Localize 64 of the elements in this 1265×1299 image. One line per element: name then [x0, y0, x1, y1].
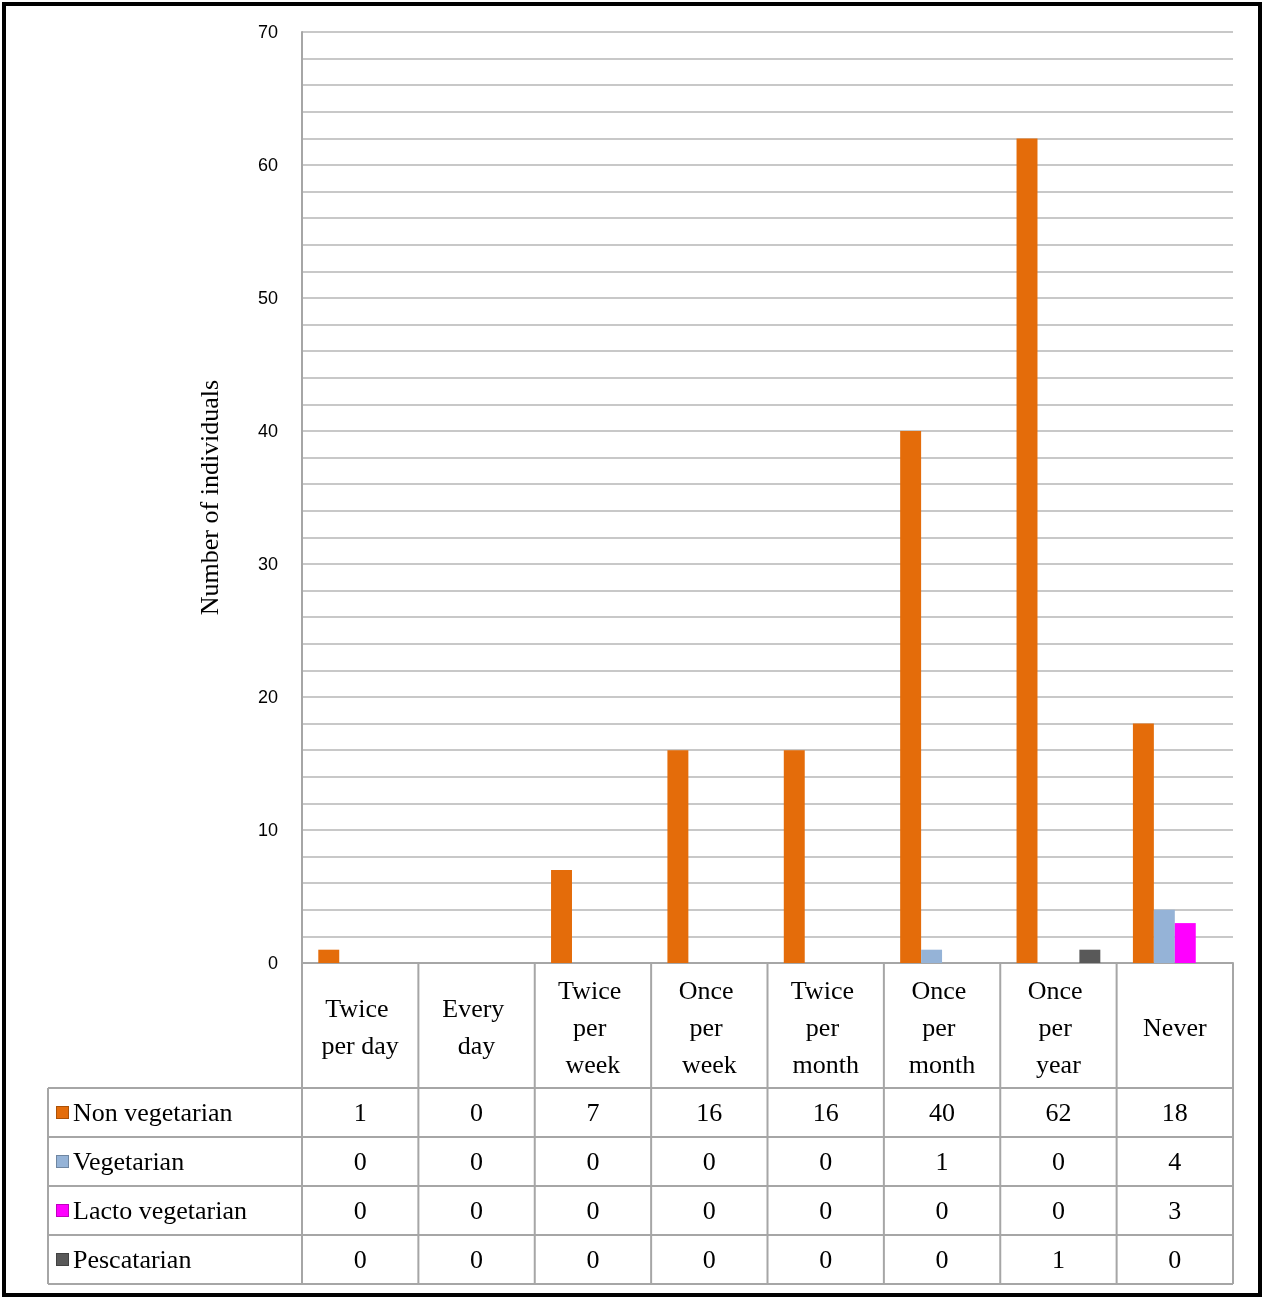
y-tick-label: 70 — [257, 22, 278, 42]
x-tick-label: Every day — [442, 994, 511, 1060]
y-tick-label: 20 — [257, 687, 278, 707]
legend-label: Non vegetarian — [73, 1097, 233, 1128]
x-tick-label: Once per year — [1027, 975, 1090, 1079]
data-label: 0 — [470, 1244, 484, 1275]
bar — [900, 431, 922, 963]
data-label: 18 — [1161, 1097, 1188, 1128]
bar — [667, 750, 689, 963]
data-label: 3 — [1168, 1195, 1182, 1226]
y-tick-label: 40 — [257, 421, 278, 441]
bar — [1174, 923, 1196, 963]
bar — [318, 949, 340, 963]
data-label: 0 — [470, 1097, 484, 1128]
x-tick-label: Once per month — [908, 975, 976, 1079]
data-label: 1 — [1051, 1244, 1065, 1275]
x-tick-label: Once per week — [678, 975, 740, 1079]
bar — [783, 750, 805, 963]
data-label: 16 — [812, 1097, 839, 1128]
x-tick-label: Twice per day — [321, 994, 399, 1060]
data-label: 0 — [586, 1244, 600, 1275]
bar — [1132, 723, 1154, 963]
data-label: 0 — [353, 1146, 367, 1177]
bar — [551, 869, 572, 963]
data-label: 0 — [702, 1244, 716, 1275]
data-label: 0 — [702, 1195, 716, 1226]
legend-label: Vegetarian — [73, 1146, 185, 1177]
data-label: 4 — [1168, 1146, 1182, 1177]
data-label: 0 — [1168, 1244, 1182, 1275]
data-label: 0 — [702, 1146, 716, 1177]
data-label: 0 — [353, 1244, 367, 1275]
data-label: 0 — [1051, 1195, 1065, 1226]
y-tick-label: 30 — [257, 554, 278, 574]
data-label: 0 — [1051, 1146, 1065, 1177]
data-label: 0 — [819, 1195, 833, 1226]
data-label: 0 — [353, 1195, 367, 1226]
data-label: 62 — [1045, 1097, 1072, 1128]
bar — [1153, 909, 1175, 963]
data-label: 0 — [935, 1195, 949, 1226]
data-label: 16 — [696, 1097, 723, 1128]
y-tick-label: 50 — [257, 288, 278, 308]
x-tick-label: Never — [1143, 1012, 1207, 1042]
bar — [1016, 138, 1038, 963]
y-tick-label: 10 — [257, 820, 278, 840]
data-label: 7 — [586, 1097, 600, 1128]
data-label: 0 — [819, 1244, 833, 1275]
x-tick-label: Twice per week — [558, 975, 628, 1079]
data-label: 0 — [586, 1146, 600, 1177]
data-label: 1 — [935, 1146, 949, 1177]
data-label: 40 — [929, 1097, 956, 1128]
data-label: 0 — [470, 1146, 484, 1177]
data-label: 0 — [470, 1195, 484, 1226]
y-axis-title: Number of individuals — [194, 379, 224, 616]
y-tick-label: 60 — [257, 155, 278, 175]
data-label: 1 — [353, 1097, 367, 1128]
data-label: 0 — [819, 1146, 833, 1177]
legend-label: Pescatarian — [73, 1244, 192, 1275]
x-tick-label: Twice per month — [790, 975, 861, 1079]
bar — [1079, 949, 1101, 963]
bar — [921, 949, 943, 963]
y-tick-label: 0 — [267, 953, 278, 973]
legend-label: Lacto vegetarian — [73, 1195, 247, 1226]
data-label: 0 — [586, 1195, 600, 1226]
data-label: 0 — [935, 1244, 949, 1275]
